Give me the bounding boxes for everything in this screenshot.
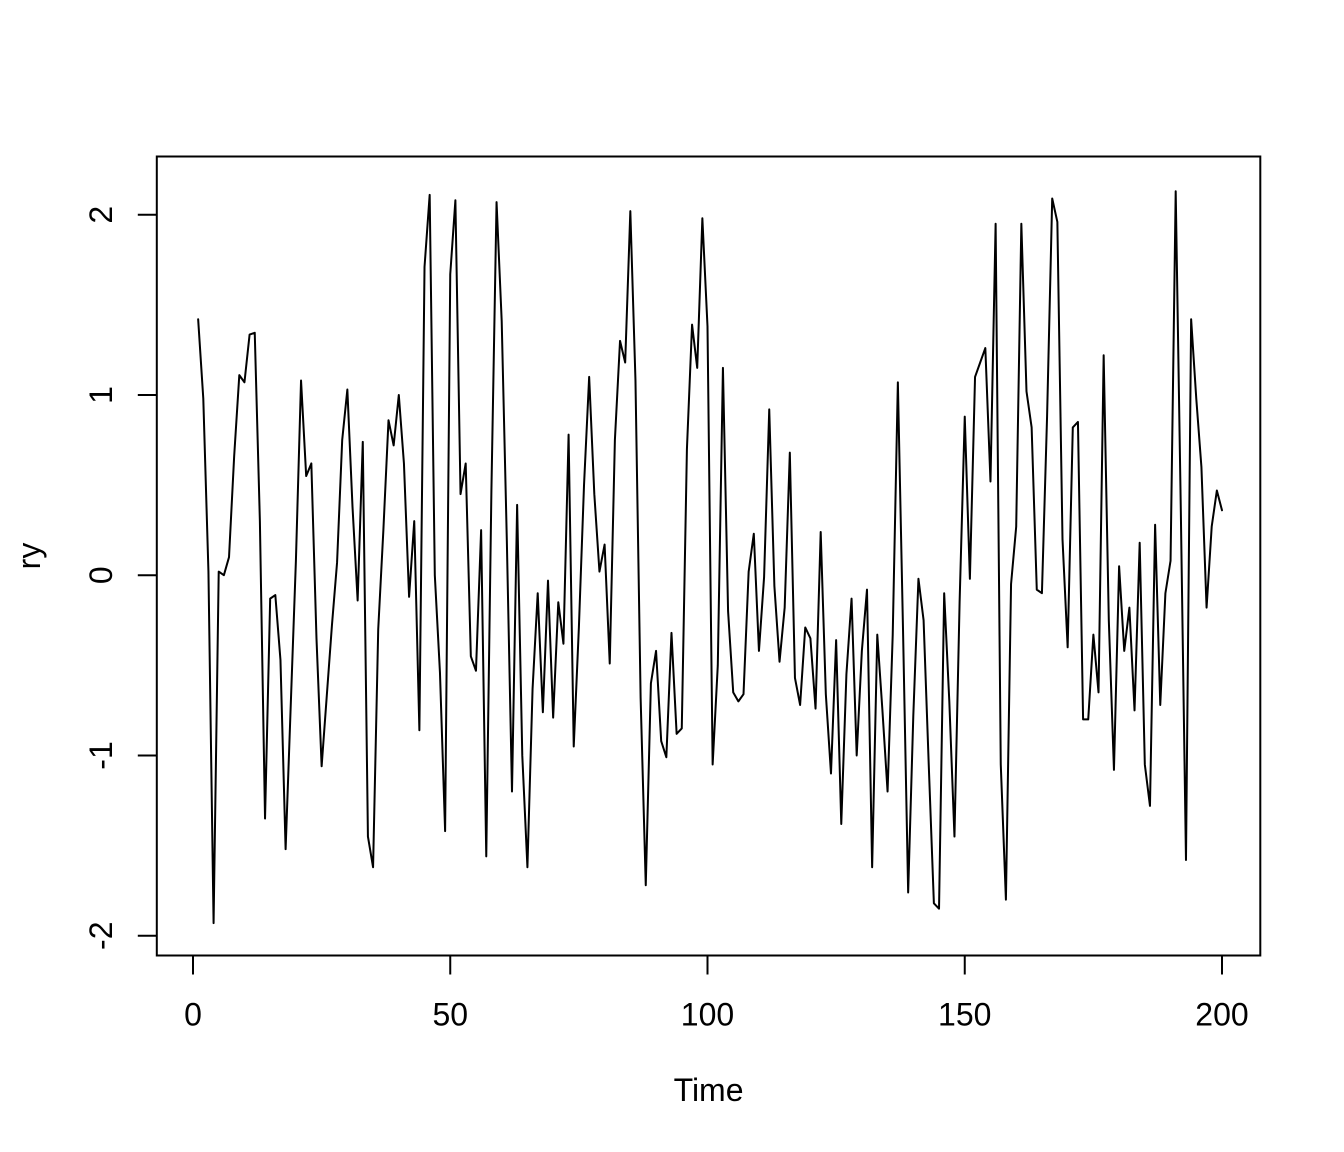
x-axis-tick-labels: 0 50 100 150 200 [184,997,1249,1033]
x-tick-label: 0 [184,997,202,1033]
x-tick-label: 100 [681,997,734,1033]
plot-box-border [155,155,1262,957]
y-tick-label: 2 [83,206,119,224]
y-tick-label: 1 [83,386,119,404]
x-tick-label: 150 [938,997,991,1033]
y-axis-ticks [137,213,157,937]
timeseries-line [197,190,1223,925]
x-tick-label: 200 [1195,997,1248,1033]
y-axis-tick-labels: -2 -1 0 1 2 [83,206,119,950]
y-axis-title: ry [11,543,47,570]
y-tick-label: 0 [83,566,119,584]
x-axis-ticks [192,955,1223,975]
y-tick-label: -1 [83,741,119,769]
y-tick-label: -2 [83,921,119,949]
x-tick-label: 50 [432,997,468,1033]
x-axis-title: Time [674,1072,744,1108]
